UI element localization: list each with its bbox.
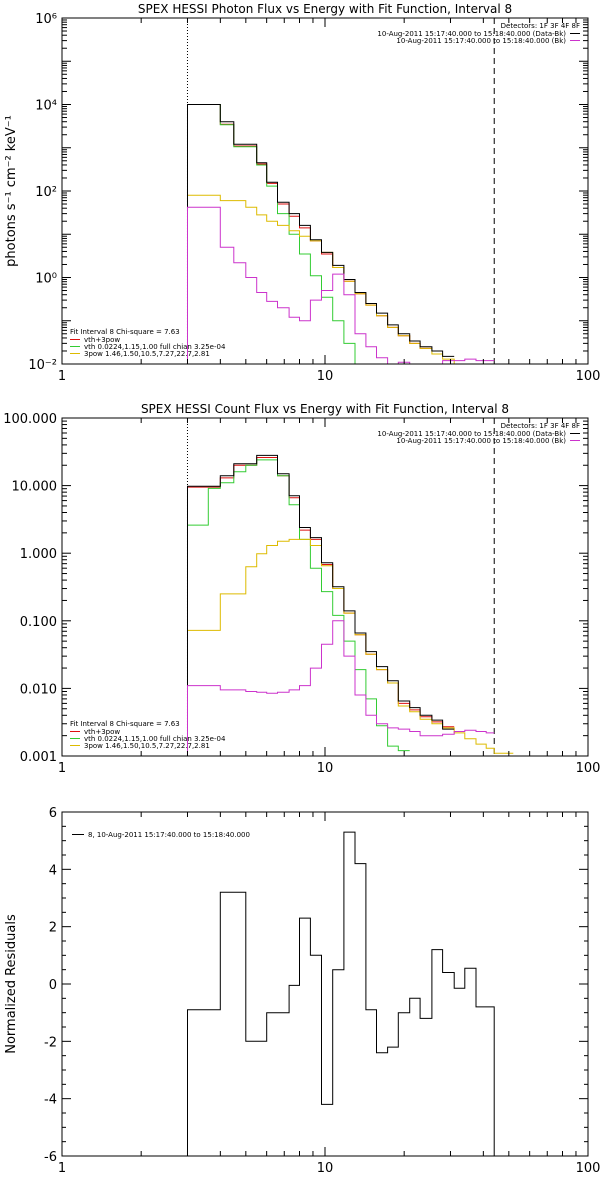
series-line-4: [187, 104, 455, 364]
series-line-3: [187, 538, 514, 756]
fit-legend-entry: vth+3pow: [84, 728, 120, 736]
series-line-5: [187, 620, 495, 756]
fit-legend-header: Fit Interval 8 Chi-square = 7.63: [70, 328, 180, 336]
x-tick-label: 10: [317, 761, 334, 776]
series-line-5: [187, 206, 495, 364]
y-tick-label: 10⁰: [35, 272, 57, 287]
y-tick-label: 0: [49, 978, 57, 993]
y-tick-label: 10.000: [12, 480, 58, 495]
y-tick-label: 4: [49, 863, 57, 878]
chart-title: SPEX HESSI Photon Flux vs Energy with Fi…: [138, 2, 512, 16]
y-tick-label: 1.000: [20, 547, 57, 562]
x-tick-label: 10: [317, 369, 334, 384]
y-tick-label: 10²: [35, 185, 57, 200]
y-tick-label: 2: [49, 921, 57, 936]
series-line-2: [187, 459, 410, 756]
legend-entry: 10-Aug-2011 15:17:40.000 to 15:18:40.000…: [396, 37, 566, 45]
legend-entry: 10-Aug-2011 15:17:40.000 to 15:18:40.000…: [377, 30, 566, 38]
legend-header: Detectors: 1F 3F 4F 8F: [501, 22, 580, 30]
y-tick-label: -6: [44, 1150, 57, 1165]
panel-3: 1 10 100 -6 -4 -2 0 2 4 6 Normalized Residuals 8, 1…: [4, 806, 600, 1176]
y-axis-label: Normalized Residuals: [4, 914, 19, 1054]
x-tick-label: 1: [58, 761, 66, 776]
fit-legend-entry: vth 0.0224,1.15,1.00 full chian 3.25e-04: [84, 343, 226, 351]
y-axis-label: photons s⁻¹ cm⁻² keV⁻¹: [4, 115, 19, 267]
series-line-2: [187, 104, 366, 364]
y-tick-label: 0.001: [20, 750, 57, 765]
x-tick-label: 100: [576, 761, 600, 776]
series-line-1: [187, 831, 495, 1156]
y-tick-label: 10⁴: [35, 99, 57, 114]
x-tick-label: 100: [576, 369, 600, 384]
fit-legend-entry: 3pow 1.46,1.50,10.5,7.27,22.7,2.81: [84, 350, 210, 358]
panel-1: 1 10 100 10⁻² 10⁰ 10² 10⁴ 10⁶ SPEX HESSI Photon …: [4, 2, 600, 384]
x-tick-label: 100: [576, 1161, 600, 1176]
fit-legend-header: Fit Interval 8 Chi-square = 7.63: [70, 720, 180, 728]
legend-entry: 8, 10-Aug-2011 15:17:40.000 to 15:18:40.…: [88, 831, 250, 839]
y-tick-label: 10⁶: [35, 12, 57, 27]
series-line-4: [187, 454, 455, 756]
chart-title: SPEX HESSI Count Flux vs Energy with Fit…: [141, 402, 509, 416]
y-tick-label: 100.000: [3, 412, 57, 427]
y-tick-label: -2: [44, 1035, 57, 1050]
x-tick-label: 1: [58, 1161, 66, 1176]
x-tick-label: 1: [58, 369, 66, 384]
y-tick-label: -4: [44, 1093, 57, 1108]
y-tick-label: 0.100: [20, 615, 57, 630]
y-tick-label: 0.010: [20, 682, 57, 697]
series-line-1: [187, 457, 455, 756]
plot-frame: [61, 417, 589, 757]
fit-legend-entry: vth 0.0224,1.15,1.00 full chian 3.25e-04: [84, 735, 226, 743]
legend-entry: 10-Aug-2011 15:17:40.000 to 15:18:40.000…: [377, 430, 566, 438]
series-line-3: [187, 194, 466, 364]
plot-frame: [61, 17, 589, 365]
fit-legend-entry: vth+3pow: [84, 336, 120, 344]
panel-2: 1 10 100 0.001 0.010 0.100 1.000 10.000 100.000 S…: [3, 402, 600, 776]
y-tick-label: 10⁻²: [28, 358, 57, 373]
y-tick-label: 6: [49, 806, 57, 821]
legend-header: Detectors: 1F 3F 4F 8F: [501, 422, 580, 430]
fit-legend-entry: 3pow 1.46,1.50,10.5,7.27,22.7,2.81: [84, 742, 210, 750]
x-tick-label: 10: [317, 1161, 334, 1176]
legend-entry: 10-Aug-2011 15:17:40.000 to 15:18:40.000…: [396, 437, 566, 445]
